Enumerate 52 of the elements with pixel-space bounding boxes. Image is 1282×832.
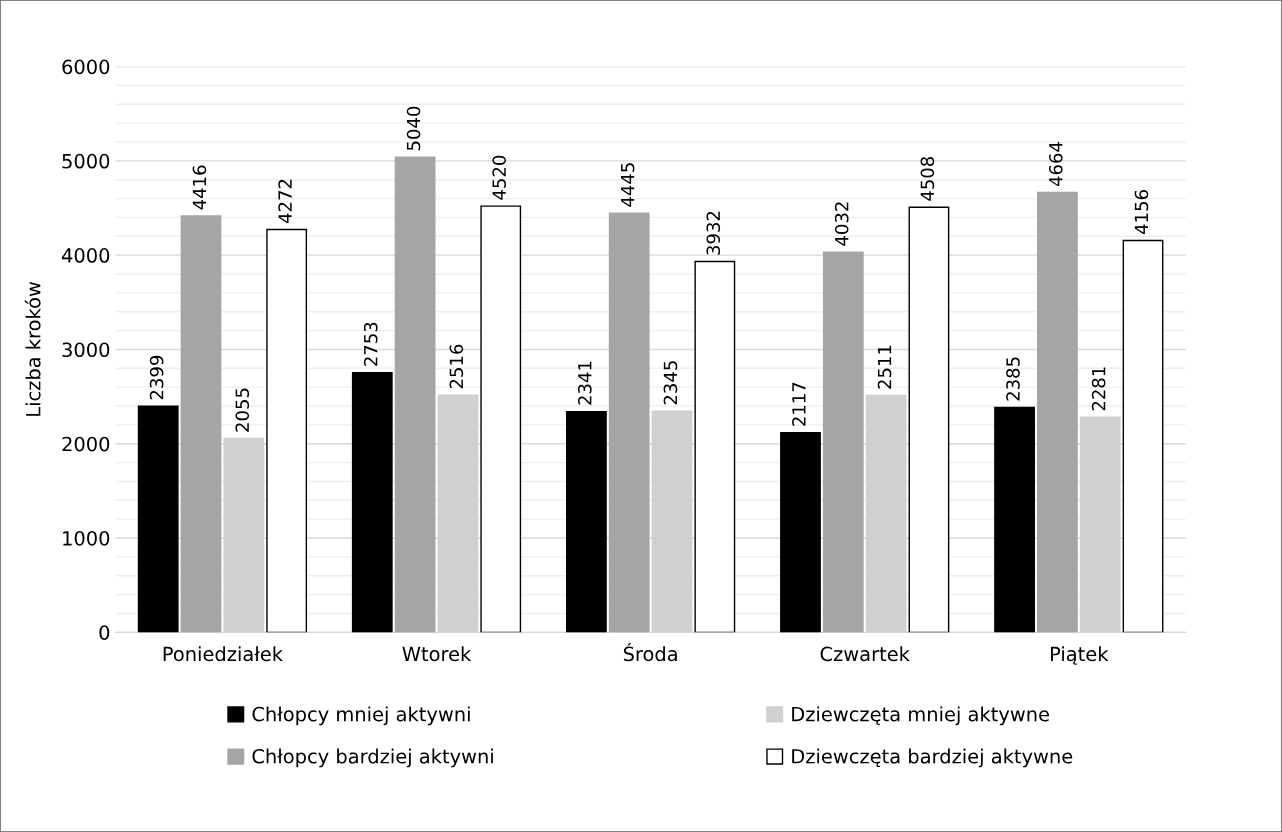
data-label: 4272 (278, 179, 292, 224)
data-label: 2055 (235, 388, 250, 432)
bar (694, 260, 736, 633)
x-tick-label: Piątek (1050, 646, 1109, 665)
x-tick-label: Wtorek (402, 646, 472, 662)
y-tick-label: 6000 (62, 59, 110, 75)
data-label: 2516 (449, 344, 464, 389)
x-tick-label: Środa (623, 642, 677, 662)
data-label: 4156 (1134, 190, 1149, 234)
data-label: 4032 (834, 202, 849, 246)
bar (266, 228, 308, 633)
data-label: 4416 (192, 165, 207, 210)
bar (565, 410, 607, 633)
data-label: 2281 (1091, 367, 1106, 411)
data-label: 2753 (363, 322, 378, 366)
bar (1037, 191, 1078, 633)
bar (351, 372, 393, 633)
y-tick-label: 3000 (62, 342, 110, 358)
legend-label: Dziewczęta mniej aktywne (792, 706, 1049, 726)
bar (994, 406, 1035, 633)
y-tick-label: 4000 (61, 248, 110, 263)
y-tick-label: 2000 (62, 436, 110, 452)
data-label: 4508 (920, 156, 935, 201)
y-tick-label: 1000 (63, 530, 110, 546)
y-axis-title: Liczba kroków (24, 281, 41, 416)
x-tick-label: Poniedziałek (163, 646, 283, 662)
bar (137, 405, 179, 633)
data-label: 2399 (149, 355, 164, 400)
y-tick-label: 0 (99, 625, 110, 640)
data-label: 5040 (406, 106, 421, 151)
data-label: 2341 (577, 361, 592, 405)
data-label: 2117 (792, 382, 806, 426)
data-label: 2511 (877, 345, 892, 389)
data-label: 4445 (621, 163, 635, 207)
y-tick-label: 5000 (62, 153, 110, 169)
bar (908, 206, 950, 633)
data-label: 2345 (663, 361, 678, 405)
bar (394, 156, 436, 633)
legend-label: Chłopcy bardziej aktywni (252, 748, 493, 768)
legend-label: Chłopcy mniej aktywni (252, 706, 470, 726)
legend-label: Dziewczęta bardziej aktywne (792, 748, 1073, 768)
bar (822, 251, 864, 633)
bar (480, 205, 522, 633)
bar (180, 215, 222, 633)
bar (608, 212, 650, 633)
data-label: 4664 (1048, 142, 1063, 187)
x-tick-label: Czwartek (820, 646, 910, 662)
data-label: 3932 (706, 211, 721, 255)
bar (780, 432, 821, 633)
data-label: 4520 (492, 155, 506, 200)
data-label: 2385 (1006, 357, 1020, 401)
bar (1122, 239, 1164, 633)
